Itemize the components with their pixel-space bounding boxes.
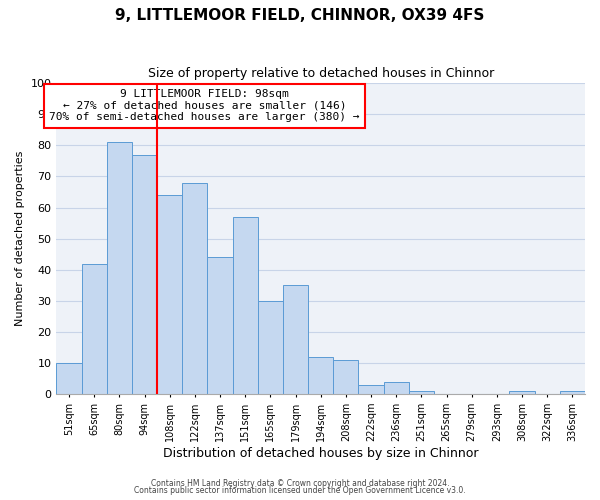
Title: Size of property relative to detached houses in Chinnor: Size of property relative to detached ho… xyxy=(148,68,494,80)
Text: 9, LITTLEMOOR FIELD, CHINNOR, OX39 4FS: 9, LITTLEMOOR FIELD, CHINNOR, OX39 4FS xyxy=(115,8,485,22)
Text: 9 LITTLEMOOR FIELD: 98sqm
← 27% of detached houses are smaller (146)
70% of semi: 9 LITTLEMOOR FIELD: 98sqm ← 27% of detac… xyxy=(49,90,359,122)
Bar xyxy=(358,385,383,394)
Bar xyxy=(56,363,82,394)
Bar xyxy=(308,357,333,395)
Bar xyxy=(383,382,409,394)
Bar xyxy=(509,391,535,394)
Y-axis label: Number of detached properties: Number of detached properties xyxy=(15,151,25,326)
Bar xyxy=(283,286,308,395)
Bar xyxy=(107,142,132,395)
Bar xyxy=(157,195,182,394)
Text: Contains public sector information licensed under the Open Government Licence v3: Contains public sector information licen… xyxy=(134,486,466,495)
Bar xyxy=(182,182,208,394)
Bar xyxy=(233,217,258,394)
Bar xyxy=(409,391,434,394)
X-axis label: Distribution of detached houses by size in Chinnor: Distribution of detached houses by size … xyxy=(163,447,478,460)
Text: Contains HM Land Registry data © Crown copyright and database right 2024.: Contains HM Land Registry data © Crown c… xyxy=(151,478,449,488)
Bar xyxy=(82,264,107,394)
Bar xyxy=(208,258,233,394)
Bar xyxy=(132,154,157,394)
Bar xyxy=(333,360,358,394)
Bar xyxy=(258,301,283,394)
Bar xyxy=(560,391,585,394)
